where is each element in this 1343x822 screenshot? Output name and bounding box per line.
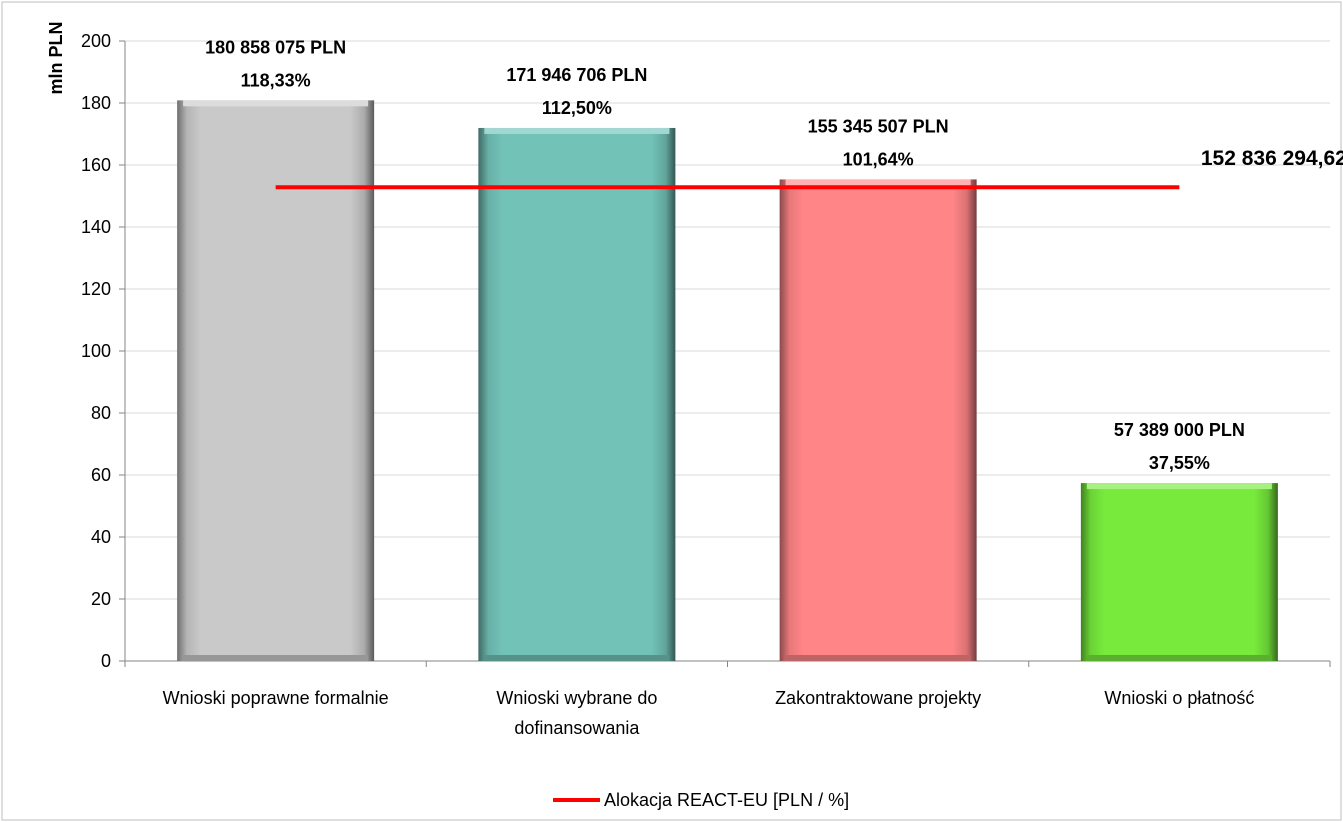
bar [177,100,375,661]
legend-label: Alokacja REACT-EU [PLN / %] [604,790,849,810]
bar-value-label: 171 946 706 PLN [506,65,647,85]
bar-bottom-bevel [1086,655,1272,661]
data-labels: 180 858 075 PLN 118,33% 171 946 706 PLN 112… [205,37,1245,473]
bar-percent-label: 118,33% [241,70,311,90]
bar-bottom-bevel [183,655,369,661]
y-axis-title: mln PLN [46,21,66,94]
legend: Alokacja REACT-EU [PLN / %] [553,790,849,810]
bar-bottom-bevel [785,655,971,661]
x-category-label: dofinansowania [514,718,640,738]
y-tick-label: 140 [81,217,111,237]
axes: 0 20 40 60 80 100 120 140 160 180 200 Wnioski popra… [81,31,1331,738]
x-category-label: Zakontraktowane projekty [775,688,981,708]
bar [478,127,676,661]
bars [177,100,1278,661]
bar-top-bevel [484,127,670,134]
y-tick-label: 0 [101,651,111,671]
reference-line-group: 152 836 294,62 PLN / 100% [275,147,1343,190]
x-category-label: Wnioski wybrane do [496,688,657,708]
bar-percent-label: 101,64% [843,149,914,169]
bar [779,179,977,661]
bar-top-bevel [785,179,971,186]
bar-top-bevel [183,100,369,107]
y-tick-label: 80 [91,403,111,423]
bar [1080,483,1278,661]
y-tick-label: 120 [81,279,111,299]
y-tick-label: 40 [91,527,111,547]
bar-value-label: 180 858 075 PLN [205,37,346,57]
bar-bottom-bevel [484,655,670,661]
reference-line-label: 152 836 294,62 PLN / 100% [1201,147,1343,170]
y-tick-label: 160 [81,155,111,175]
bar-value-label: 155 345 507 PLN [808,116,949,136]
y-tick-label: 180 [81,93,111,113]
y-tick-label: 200 [81,31,111,51]
x-category-label: Wnioski o płatność [1104,688,1254,708]
bar-value-label: 57 389 000 PLN [1114,420,1245,440]
bar-top-bevel [1086,483,1272,490]
bar-percent-label: 112,50% [542,98,612,118]
y-tick-label: 100 [81,341,111,361]
bar-percent-label: 37,55% [1149,453,1210,473]
y-tick-label: 20 [91,589,111,609]
y-tick-label: 60 [91,465,111,485]
x-category-label: Wnioski poprawne formalnie [163,688,389,708]
